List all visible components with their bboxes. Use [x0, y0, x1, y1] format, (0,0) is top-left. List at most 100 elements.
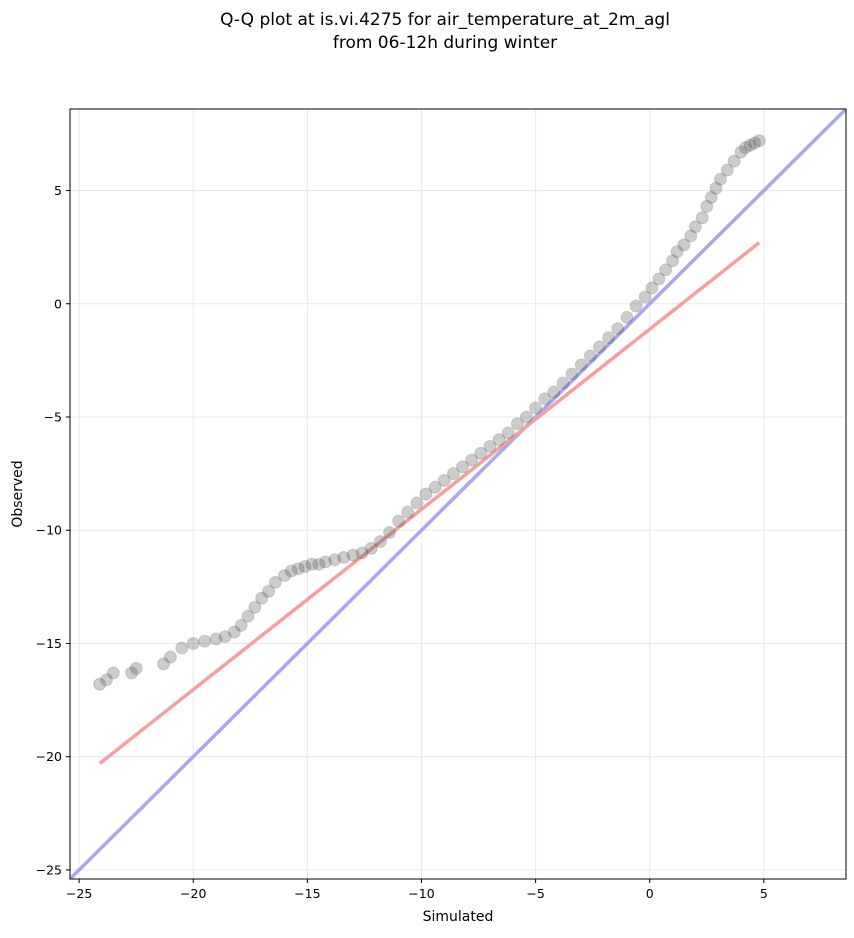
quantile-point — [437, 473, 451, 487]
quantile-point — [465, 453, 479, 467]
y-axis-ticks: −25 −20 −15 −10 −5 0 5 — [36, 183, 70, 877]
quantile-point — [474, 446, 488, 460]
quantile-point — [743, 138, 757, 152]
quantile-point — [510, 417, 524, 431]
quantile-point — [373, 535, 387, 549]
quantile-point — [501, 426, 515, 440]
y-tick-label: −25 — [36, 862, 62, 877]
quantile-point — [659, 263, 673, 277]
quantile-point — [227, 625, 241, 639]
quantile-point — [319, 555, 333, 569]
reference-lines — [70, 109, 846, 879]
quantile-point — [583, 349, 597, 363]
y-tick-label: 5 — [54, 183, 62, 198]
quantile-point — [752, 134, 766, 148]
quantile-point — [346, 548, 360, 562]
quantile-point — [734, 145, 748, 159]
quantile-point — [700, 199, 714, 213]
quantile-point — [720, 163, 734, 177]
y-tick-label: −20 — [36, 749, 62, 764]
grid-lines — [70, 109, 846, 879]
quantile-point — [670, 245, 684, 259]
quantile-point — [383, 526, 397, 539]
quantile-point — [392, 514, 406, 528]
x-tick-label: 5 — [760, 886, 768, 901]
quantile-point — [401, 505, 415, 519]
identity-line — [70, 109, 846, 879]
quantile-point — [355, 546, 369, 560]
quantile-point — [666, 254, 680, 268]
quantile-point — [446, 467, 460, 481]
quantile-point — [456, 460, 470, 474]
quantile-point — [645, 281, 659, 295]
quantile-point — [234, 618, 248, 632]
y-tick-label: −10 — [36, 523, 62, 538]
quantile-point — [574, 358, 588, 372]
quantile-point — [565, 367, 579, 381]
quantile-point — [364, 541, 378, 555]
quantile-point — [328, 553, 342, 567]
chart-title-line2: from 06-12h during winter — [333, 33, 557, 53]
quantile-point — [704, 190, 718, 204]
quantile-point — [677, 238, 691, 252]
quantile-point — [268, 575, 282, 589]
quantile-point — [125, 666, 139, 680]
quantile-point — [629, 299, 643, 313]
quantile-point — [638, 290, 652, 304]
x-tick-label: −20 — [180, 886, 206, 901]
quantile-point — [538, 392, 552, 406]
y-tick-label: 0 — [54, 296, 62, 311]
quantile-point — [298, 559, 312, 573]
quantile-point — [93, 677, 107, 691]
quantile-point — [611, 322, 625, 336]
quantile-point — [748, 136, 762, 150]
quantile-point — [262, 584, 276, 598]
quantile-point — [337, 550, 351, 564]
quantile-point — [255, 591, 269, 605]
quantile-point — [218, 630, 232, 644]
x-axis-label: Simulated — [423, 909, 494, 925]
plot-frame — [69, 108, 847, 880]
quantile-point — [727, 154, 741, 168]
quantile-point — [305, 557, 319, 571]
quantile-point — [713, 172, 727, 186]
quantile-point — [198, 634, 212, 648]
y-axis-label: Observed — [10, 460, 26, 527]
quantile-point — [312, 557, 326, 571]
quantile-point — [684, 229, 698, 243]
quantile-point — [100, 673, 114, 687]
quantile-point — [483, 439, 497, 453]
quantile-point — [739, 141, 753, 154]
quantile-point — [519, 410, 533, 424]
quantile-point — [602, 331, 616, 345]
y-tick-label: −5 — [44, 410, 62, 425]
quantile-point — [492, 433, 506, 447]
quantile-point — [652, 272, 666, 286]
quantile-point — [529, 401, 543, 415]
quantile-point — [556, 376, 570, 390]
quantile-point — [248, 600, 262, 614]
quantile-point — [175, 641, 189, 655]
quantile-point — [291, 562, 305, 576]
quantile-point — [163, 650, 177, 664]
x-tick-label: −25 — [66, 886, 92, 901]
fit-line — [98, 241, 761, 765]
x-tick-label: −5 — [526, 886, 544, 901]
quantile-point — [688, 220, 702, 234]
x-axis-ticks: −25 −20 −15 −10 −5 0 5 — [66, 879, 768, 901]
quantile-point — [106, 666, 120, 680]
quantile-point — [547, 385, 561, 399]
quantile-point — [186, 636, 200, 650]
quantile-point — [709, 181, 723, 195]
x-tick-label: −15 — [294, 886, 320, 901]
quantile-point — [593, 340, 607, 354]
quantile-point — [419, 487, 433, 501]
quantile-point — [428, 480, 442, 494]
y-tick-label: −15 — [36, 636, 62, 651]
quantile-point — [278, 569, 292, 583]
quantile-point — [620, 310, 634, 324]
quantile-point — [410, 496, 424, 510]
quantile-point — [284, 564, 298, 578]
